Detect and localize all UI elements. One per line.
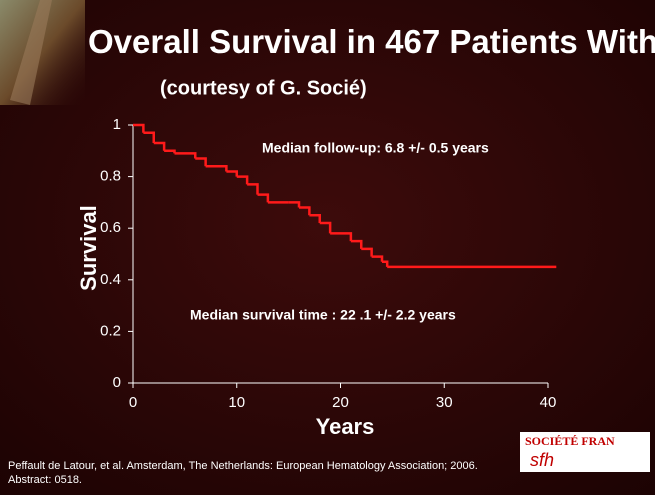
annotation: Median survival time : 22 .1 +/- 2.2 yea… (190, 307, 456, 323)
x-tick-label: 0 (129, 394, 137, 411)
title-text: Overall Survival in 467 Patients With PN… (88, 23, 655, 60)
survival-step (350, 239, 363, 249)
annotation: Median follow-up: 6.8 +/- 0.5 years (262, 140, 489, 156)
survival-step (257, 193, 270, 203)
citation: Peffault de Latour, et al. Amsterdam, Th… (8, 460, 478, 472)
survival-step (309, 214, 321, 224)
survival-step (340, 232, 353, 242)
survival-step (319, 221, 332, 234)
survival-step (288, 201, 301, 208)
y-tick-label: 0 (113, 374, 121, 391)
logo-name: SOCIÉTÉ FRAN (525, 434, 615, 448)
x-tick-label: 10 (228, 394, 245, 411)
logo-abbr: sfh (530, 450, 554, 470)
survival-step (143, 131, 155, 144)
survival-step (153, 141, 166, 151)
survival-step (299, 206, 311, 216)
y-tick-label: 0.4 (100, 271, 121, 288)
survival-step (247, 183, 259, 195)
survival-step (382, 260, 389, 267)
y-tick-label: 0.2 (100, 322, 121, 339)
x-tick-label: 40 (540, 394, 557, 411)
survival-step (205, 165, 228, 172)
y-tick-label: 0.8 (100, 168, 121, 185)
x-axis-label: Years (316, 414, 375, 439)
x-tick-label: 20 (332, 394, 349, 411)
y-axis-label: Survival (76, 205, 101, 291)
citation: Abstract: 0518. (8, 474, 82, 486)
x-tick-label: 30 (436, 394, 453, 411)
y-tick-label: 0.6 (100, 219, 121, 236)
survival-step (174, 152, 197, 159)
title: Overall Survival in 467 Patients With PN… (88, 23, 655, 60)
subtitle: (courtesy of G. Socié) (160, 77, 367, 99)
survival-step (226, 170, 238, 177)
survival-step (195, 157, 207, 167)
corner-path (10, 0, 52, 105)
survival-step (236, 175, 249, 185)
y-tick-label: 1 (113, 116, 121, 133)
survival-step (361, 247, 373, 257)
survival-step (133, 123, 145, 133)
logo-box (520, 432, 650, 472)
survival-step (371, 255, 384, 262)
